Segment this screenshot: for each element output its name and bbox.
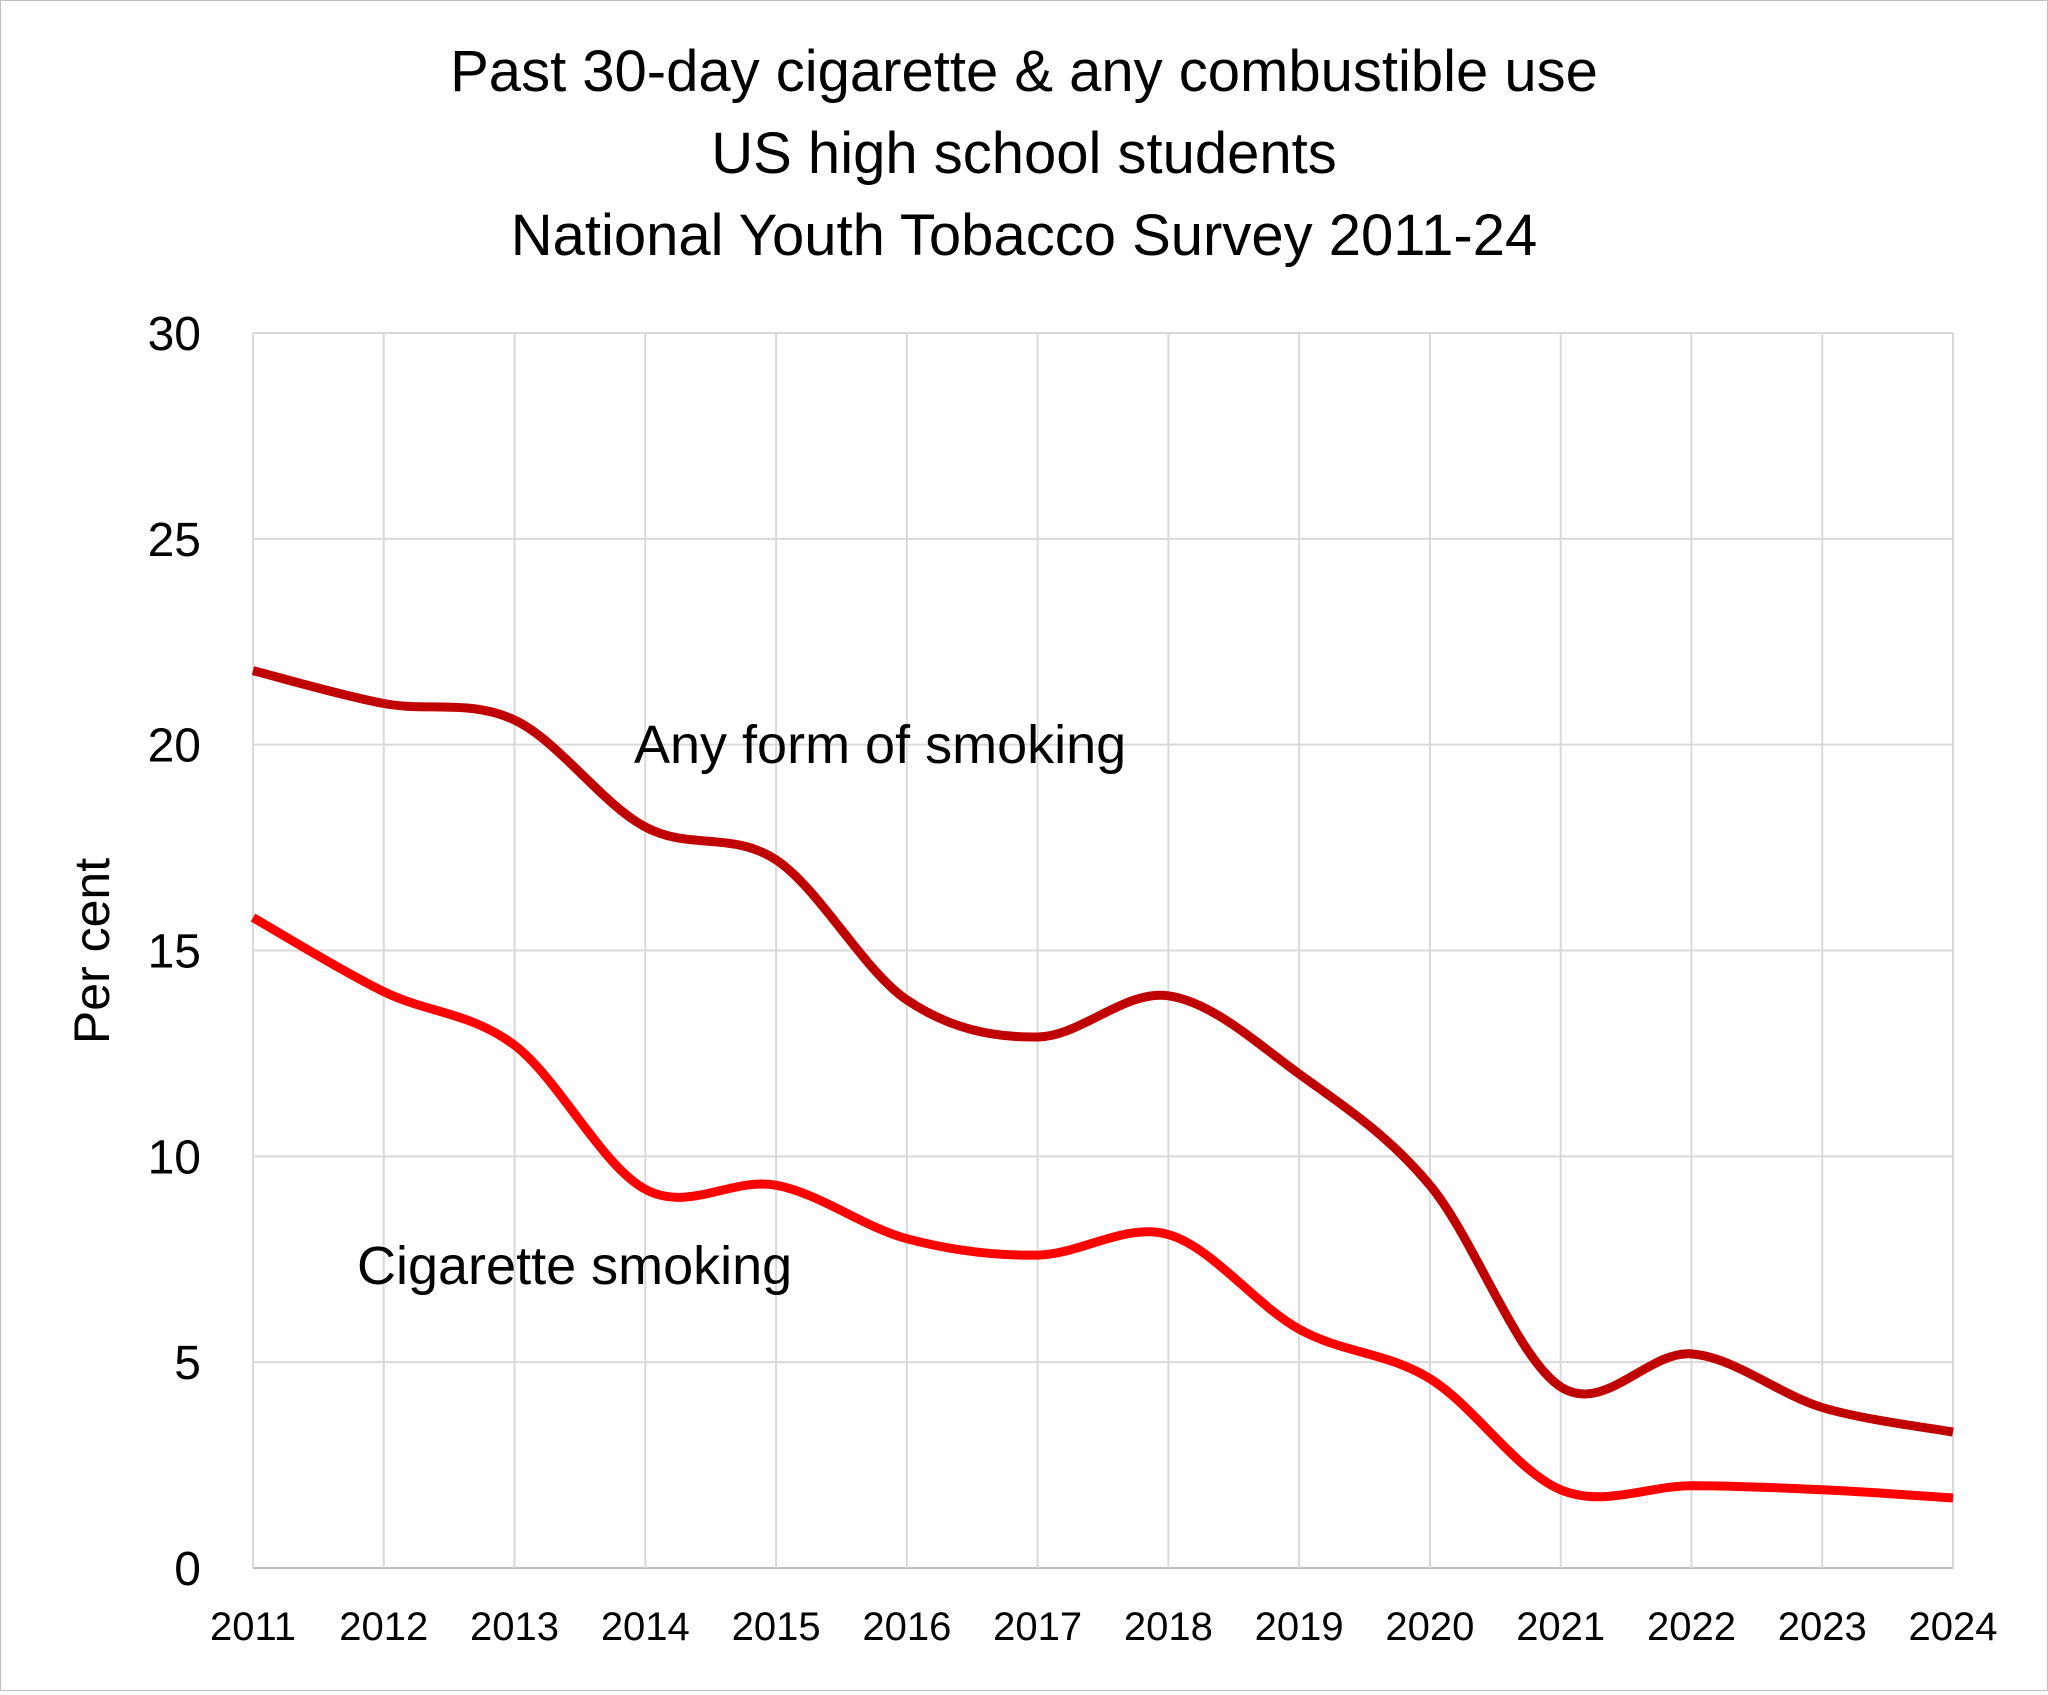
y-tick-label: 10 xyxy=(148,1131,201,1184)
chart-title-line-2: US high school students xyxy=(711,121,1336,186)
y-axis-label: Per cent xyxy=(64,858,120,1044)
series-line-cigarette-smoking xyxy=(250,913,1954,1503)
chart-title-line-1: Past 30-day cigarette & any combustible … xyxy=(450,39,1598,104)
y-tick-label: 30 xyxy=(148,308,201,361)
x-tick-label: 2023 xyxy=(1778,1605,1867,1649)
x-tick-label: 2022 xyxy=(1647,1605,1736,1649)
x-tick-label: 2020 xyxy=(1385,1605,1474,1649)
y-axis-tick-labels: 0 5 10 15 20 25 30 xyxy=(148,308,201,1596)
x-tick-label: 2011 xyxy=(210,1605,296,1649)
x-tick-label: 2015 xyxy=(732,1605,821,1649)
series-line-any-form-of-smoking xyxy=(251,666,1954,1437)
y-tick-label: 20 xyxy=(148,720,201,773)
chart-title: Past 30-day cigarette & any combustible … xyxy=(450,39,1598,268)
y-tick-label: 0 xyxy=(174,1543,201,1596)
x-tick-label: 2019 xyxy=(1255,1605,1344,1649)
series-lines xyxy=(250,666,1954,1503)
x-tick-label: 2016 xyxy=(862,1605,951,1649)
gridlines xyxy=(252,332,1954,1569)
chart-title-line-3: National Youth Tobacco Survey 2011-24 xyxy=(511,203,1538,268)
y-tick-label: 15 xyxy=(148,926,201,979)
x-tick-label: 2024 xyxy=(1909,1605,1998,1649)
y-tick-label: 5 xyxy=(174,1337,201,1390)
x-tick-label: 2021 xyxy=(1516,1605,1605,1649)
y-tick-label: 25 xyxy=(148,514,201,567)
series-label-any-form-of-smoking: Any form of smoking xyxy=(634,715,1126,775)
series-label-cigarette-smoking: Cigarette smoking xyxy=(357,1236,792,1296)
x-tick-label: 2018 xyxy=(1124,1605,1213,1649)
x-axis-tick-labels: 2011 2012 2013 2014 2015 2016 2017 2018 2019 2020… xyxy=(210,1605,1998,1649)
x-tick-label: 2014 xyxy=(601,1605,690,1649)
x-tick-label: 2017 xyxy=(993,1605,1082,1649)
x-tick-label: 2013 xyxy=(470,1605,559,1649)
x-tick-label: 2012 xyxy=(339,1605,428,1649)
